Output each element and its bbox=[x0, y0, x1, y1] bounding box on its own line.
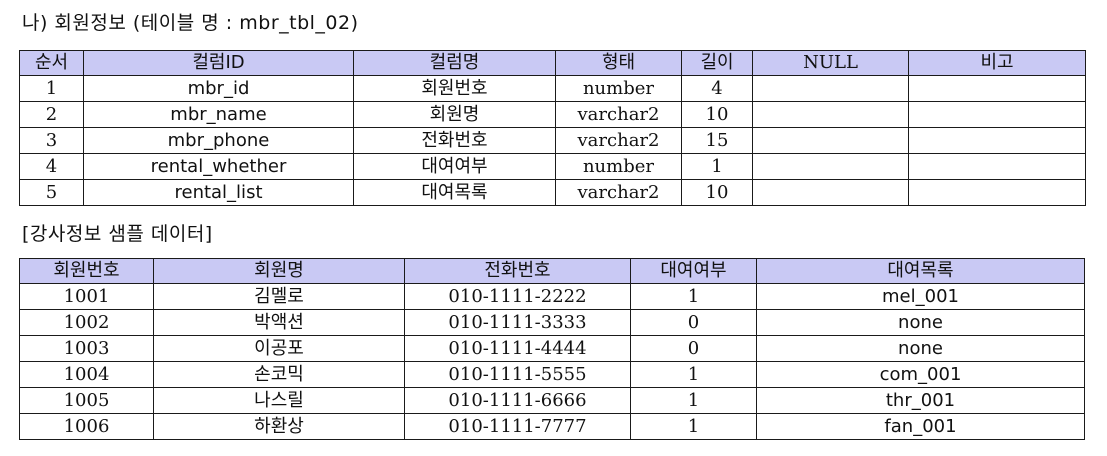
table-cell: rental_whether bbox=[83, 153, 354, 180]
table-row: 4 rental_whether 대여여부 number 1 bbox=[19, 153, 1086, 180]
table-cell: 2 bbox=[19, 101, 84, 128]
col-header-note: 비고 bbox=[908, 50, 1086, 76]
col-header-null: NULL bbox=[752, 50, 909, 76]
table-cell: 이공포 bbox=[153, 335, 405, 362]
table-cell bbox=[752, 153, 909, 180]
table-row: 1003 이공포 010-1111-4444 0 none bbox=[19, 335, 1085, 362]
table-cell: number bbox=[555, 153, 682, 180]
table-row: 1005 나스릴 010-1111-6666 1 thr_001 bbox=[19, 387, 1085, 414]
table-cell: 박액션 bbox=[153, 309, 405, 336]
table-cell: 김멜로 bbox=[153, 283, 405, 310]
table-cell: thr_001 bbox=[756, 387, 1085, 414]
table-cell: number bbox=[555, 75, 682, 102]
table-row: 1001 김멜로 010-1111-2222 1 mel_001 bbox=[19, 283, 1085, 310]
table-cell: 1005 bbox=[19, 387, 154, 414]
table-cell: 0 bbox=[630, 335, 757, 362]
table-cell: 1003 bbox=[19, 335, 154, 362]
sample-data-heading: [강사정보 샘플 데이터] bbox=[22, 223, 213, 245]
table-cell: 010-1111-4444 bbox=[404, 335, 631, 362]
table-cell: 회원명 bbox=[353, 101, 556, 128]
col-header-member-no: 회원번호 bbox=[19, 258, 154, 284]
table-cell: 4 bbox=[19, 153, 84, 180]
col-header-member-name: 회원명 bbox=[153, 258, 405, 284]
table-cell: 손코믹 bbox=[153, 361, 405, 388]
table-cell: varchar2 bbox=[555, 101, 682, 128]
table-cell: mbr_id bbox=[83, 75, 354, 102]
table-cell: 1004 bbox=[19, 361, 154, 388]
schema-header-row: 순서 컬럼ID 컬럼명 형태 길이 NULL 비고 bbox=[19, 50, 1086, 76]
table-cell: 1 bbox=[630, 283, 757, 310]
table-row: 1002 박액션 010-1111-3333 0 none bbox=[19, 309, 1085, 336]
table-cell: 전화번호 bbox=[353, 127, 556, 154]
table-cell: 1001 bbox=[19, 283, 154, 310]
table-cell: 1 bbox=[630, 361, 757, 388]
member-table-heading: 나) 회원정보 (테이블 명 : mbr_tbl_02) bbox=[22, 12, 359, 34]
table-cell bbox=[752, 75, 909, 102]
col-header-column-id: 컬럼ID bbox=[83, 50, 354, 76]
table-cell: 5 bbox=[19, 179, 84, 206]
table-cell: 나스릴 bbox=[153, 387, 405, 414]
table-cell: 하환상 bbox=[153, 413, 405, 440]
table-cell bbox=[908, 179, 1086, 206]
sample-header-row: 회원번호 회원명 전화번호 대여여부 대여목록 bbox=[19, 258, 1085, 284]
table-cell bbox=[908, 101, 1086, 128]
table-cell bbox=[752, 127, 909, 154]
table-cell: 1 bbox=[681, 153, 753, 180]
table-cell: 대여여부 bbox=[353, 153, 556, 180]
table-row: 1004 손코믹 010-1111-5555 1 com_001 bbox=[19, 361, 1085, 388]
table-cell: 4 bbox=[681, 75, 753, 102]
table-cell bbox=[752, 101, 909, 128]
table-cell: 10 bbox=[681, 179, 753, 206]
table-cell: mbr_name bbox=[83, 101, 354, 128]
col-header-order: 순서 bbox=[19, 50, 84, 76]
col-header-rental-list: 대여목록 bbox=[756, 258, 1085, 284]
table-cell: 010-1111-7777 bbox=[404, 413, 631, 440]
table-cell: varchar2 bbox=[555, 179, 682, 206]
table-cell: mbr_phone bbox=[83, 127, 354, 154]
table-cell: none bbox=[756, 335, 1085, 362]
table-row: 1 mbr_id 회원번호 number 4 bbox=[19, 75, 1086, 102]
col-header-phone: 전화번호 bbox=[404, 258, 631, 284]
col-header-type: 형태 bbox=[555, 50, 682, 76]
table-cell: 1 bbox=[630, 413, 757, 440]
table-cell: rental_list bbox=[83, 179, 354, 206]
table-row: 2 mbr_name 회원명 varchar2 10 bbox=[19, 101, 1086, 128]
table-cell: none bbox=[756, 309, 1085, 336]
col-header-length: 길이 bbox=[681, 50, 753, 76]
table-cell: 0 bbox=[630, 309, 757, 336]
table-cell bbox=[908, 127, 1086, 154]
col-header-column-name: 컬럼명 bbox=[353, 50, 556, 76]
table-row: 3 mbr_phone 전화번호 varchar2 15 bbox=[19, 127, 1086, 154]
table-cell: 3 bbox=[19, 127, 84, 154]
table-cell: 010-1111-5555 bbox=[404, 361, 631, 388]
table-cell: mel_001 bbox=[756, 283, 1085, 310]
table-cell: 1006 bbox=[19, 413, 154, 440]
sample-data-table: 회원번호 회원명 전화번호 대여여부 대여목록 1001 김멜로 010-1111-… bbox=[19, 258, 1085, 440]
table-cell: 1002 bbox=[19, 309, 154, 336]
table-cell: 대여목록 bbox=[353, 179, 556, 206]
table-cell: 010-1111-6666 bbox=[404, 387, 631, 414]
table-cell: 1 bbox=[630, 387, 757, 414]
member-schema-table: 순서 컬럼ID 컬럼명 형태 길이 NULL 비고 1 mbr_id 회원번호 num… bbox=[19, 50, 1086, 206]
table-cell: 010-1111-3333 bbox=[404, 309, 631, 336]
table-cell: 회원번호 bbox=[353, 75, 556, 102]
table-cell: fan_001 bbox=[756, 413, 1085, 440]
table-cell: 1 bbox=[19, 75, 84, 102]
table-cell: 15 bbox=[681, 127, 753, 154]
table-cell bbox=[908, 153, 1086, 180]
table-cell: 10 bbox=[681, 101, 753, 128]
table-row: 1006 하환상 010-1111-7777 1 fan_001 bbox=[19, 413, 1085, 440]
col-header-rental-status: 대여여부 bbox=[630, 258, 757, 284]
table-cell: com_001 bbox=[756, 361, 1085, 388]
table-cell: 010-1111-2222 bbox=[404, 283, 631, 310]
table-cell bbox=[752, 179, 909, 206]
table-cell bbox=[908, 75, 1086, 102]
table-cell: varchar2 bbox=[555, 127, 682, 154]
table-row: 5 rental_list 대여목록 varchar2 10 bbox=[19, 179, 1086, 206]
